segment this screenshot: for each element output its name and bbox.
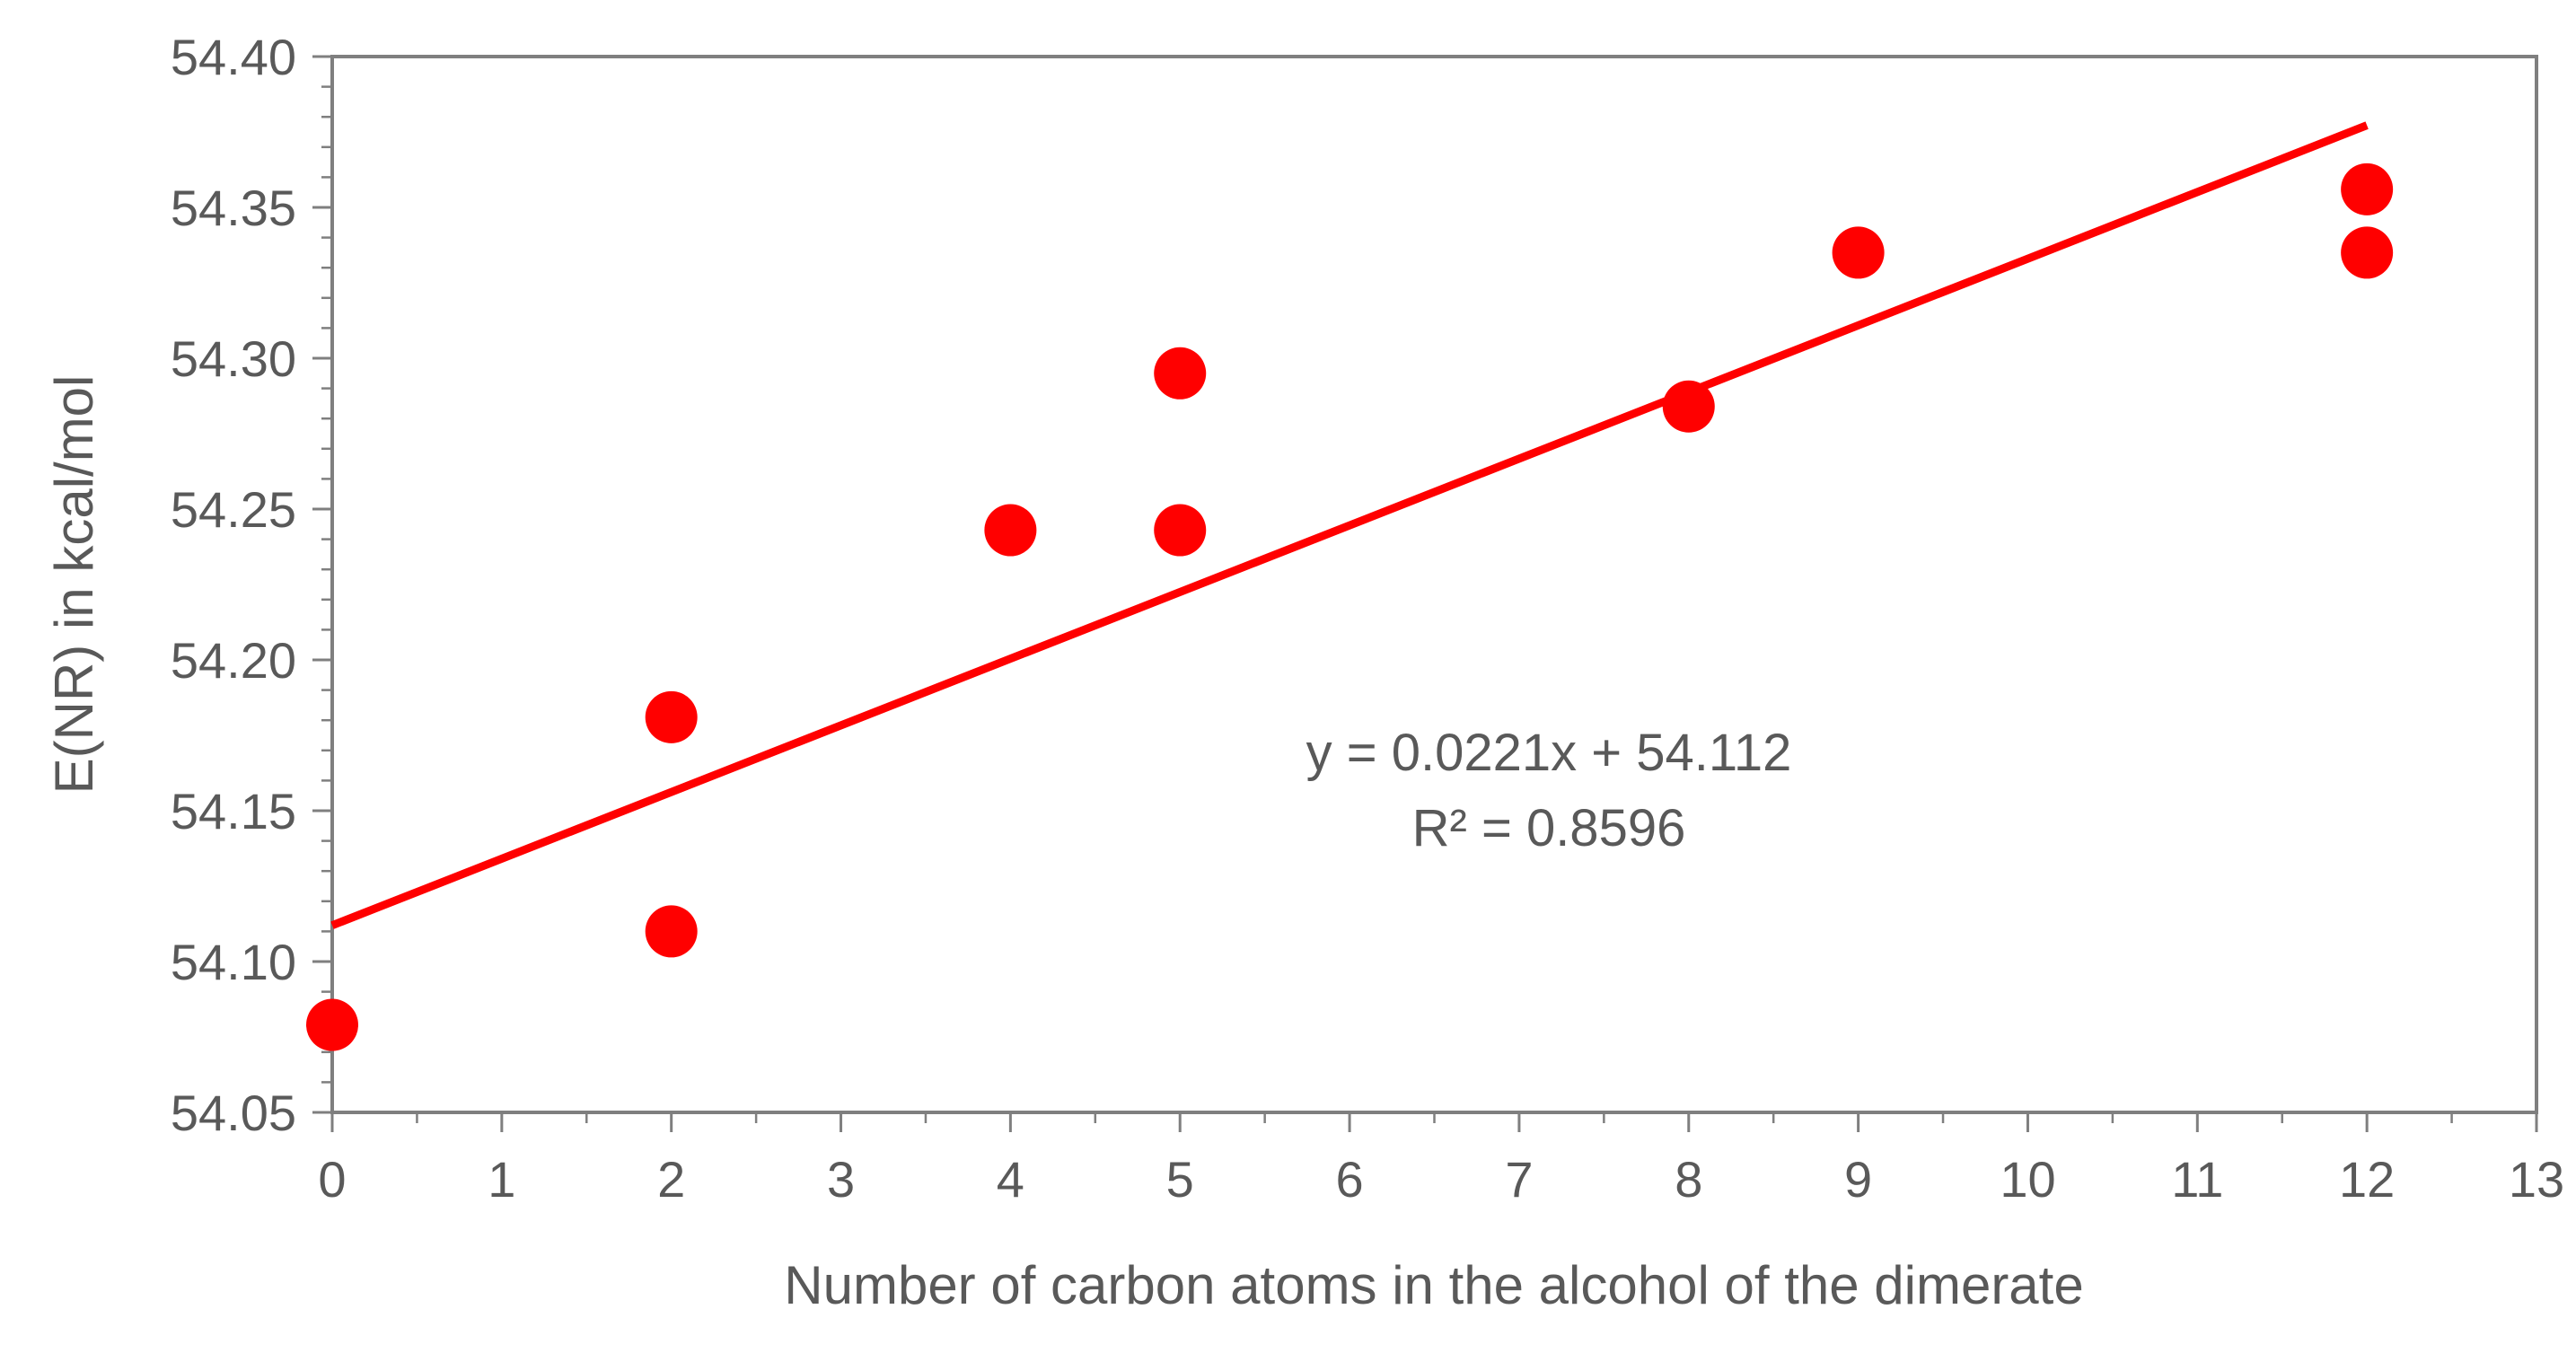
x-tick-label: 6	[1335, 1151, 1363, 1208]
y-tick-label: 54.05	[171, 1085, 296, 1141]
data-point	[984, 504, 1037, 557]
data-point	[645, 905, 698, 958]
x-tick-label: 3	[827, 1151, 855, 1208]
r-squared-label: R² = 0.8596	[1412, 799, 1686, 857]
x-tick-label: 8	[1675, 1151, 1702, 1208]
y-tick-label: 54.25	[171, 481, 296, 538]
x-axis-title: Number of carbon atoms in the alcohol of…	[784, 1255, 2083, 1315]
data-point	[1154, 504, 1207, 557]
data-point	[1154, 347, 1207, 400]
x-axis: 0 1 2 3 4 5 6 7 8 9 10 11 12 13	[318, 1112, 2564, 1208]
trendline	[330, 121, 2369, 929]
y-tick-label: 54.20	[171, 632, 296, 689]
data-point	[2341, 163, 2394, 215]
x-tick-label: 11	[2171, 1151, 2223, 1208]
y-tick-label: 54.15	[171, 783, 296, 839]
x-tick-label: 13	[2509, 1151, 2564, 1208]
y-axis-title: E(NR) in kcal/mol	[44, 375, 104, 795]
x-tick-label: 7	[1505, 1151, 1533, 1208]
y-axis: 54.05 54.10 54.15 54.20 54.25 54.30 54.35 54.40	[171, 29, 332, 1141]
equation-label: y = 0.0221x + 54.112	[1306, 724, 1792, 782]
y-tick-label: 54.10	[171, 934, 296, 990]
x-tick-label: 4	[997, 1151, 1024, 1208]
y-tick-label: 54.30	[171, 330, 296, 387]
data-point	[1662, 380, 1715, 433]
data-point	[306, 998, 358, 1051]
x-tick-label: 12	[2339, 1151, 2395, 1208]
x-tick-label: 5	[1166, 1151, 1194, 1208]
data-point	[645, 690, 698, 743]
x-tick-label: 10	[2000, 1151, 2055, 1208]
data-point	[2341, 226, 2394, 279]
y-tick-label: 54.40	[171, 29, 296, 85]
x-tick-label: 1	[488, 1151, 515, 1208]
trendline-group	[330, 121, 2369, 929]
data-points	[306, 163, 2394, 1051]
x-tick-label: 2	[657, 1151, 685, 1208]
plot-area	[330, 55, 2538, 1114]
y-tick-label: 54.35	[171, 180, 296, 236]
data-point	[1832, 226, 1885, 279]
x-tick-label: 9	[1844, 1151, 1872, 1208]
x-tick-label: 0	[318, 1151, 346, 1208]
